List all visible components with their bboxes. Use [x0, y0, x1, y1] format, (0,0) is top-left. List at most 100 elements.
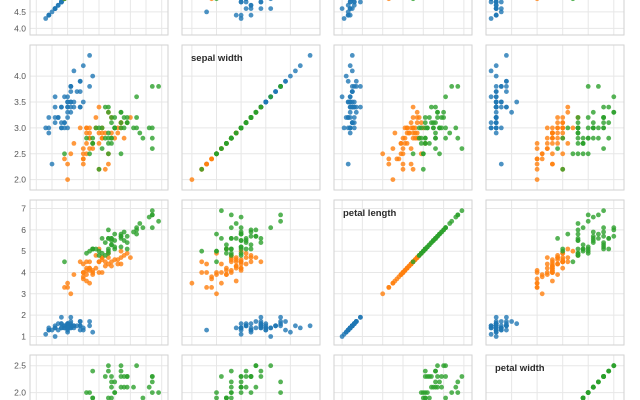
data-point-versicolor[interactable] [380, 151, 386, 157]
data-point-setosa[interactable] [504, 104, 509, 110]
data-point-setosa[interactable] [268, 6, 274, 11]
data-point-setosa[interactable] [349, 68, 355, 74]
data-point-virginica[interactable] [580, 135, 586, 141]
data-point-versicolor[interactable] [544, 265, 550, 271]
data-point-virginica[interactable] [439, 115, 444, 120]
data-point-virginica[interactable] [575, 227, 581, 233]
data-point-virginica[interactable] [453, 125, 459, 131]
data-point-versicolor[interactable] [209, 0, 214, 2]
data-point-setosa[interactable] [248, 325, 254, 331]
data-point-virginica[interactable] [118, 384, 124, 390]
data-point-virginica[interactable] [109, 379, 114, 385]
data-point-versicolor[interactable] [534, 276, 540, 282]
data-point-setosa[interactable] [62, 94, 67, 100]
data-point-virginica[interactable] [590, 125, 596, 131]
data-point-virginica[interactable] [238, 225, 244, 231]
data-point-virginica[interactable] [580, 151, 586, 157]
data-point-versicolor[interactable] [560, 130, 566, 136]
data-point-virginica[interactable] [258, 368, 264, 374]
data-point-virginica[interactable] [580, 242, 586, 248]
data-point-setosa[interactable] [87, 319, 92, 324]
data-point-virginica[interactable] [146, 384, 152, 390]
data-point-virginica[interactable] [118, 244, 124, 250]
data-point-setosa[interactable] [353, 109, 359, 115]
data-point-virginica[interactable] [102, 104, 108, 110]
data-point-setosa[interactable] [498, 99, 504, 105]
data-point-setosa[interactable] [297, 63, 303, 69]
data-point-virginica[interactable] [431, 125, 436, 131]
data-point-versicolor[interactable] [402, 135, 408, 141]
data-point-virginica[interactable] [601, 229, 606, 235]
data-point-versicolor[interactable] [555, 253, 560, 258]
data-point-setosa[interactable] [504, 323, 509, 329]
data-point-setosa[interactable] [273, 89, 278, 95]
data-point-virginica[interactable] [575, 238, 581, 243]
data-point-virginica[interactable] [278, 84, 283, 89]
data-point-versicolor[interactable] [555, 115, 560, 120]
data-point-virginica[interactable] [233, 130, 239, 136]
data-point-virginica[interactable] [425, 374, 430, 379]
data-point-versicolor[interactable] [118, 248, 124, 254]
data-point-virginica[interactable] [606, 246, 612, 252]
data-point-versicolor[interactable] [410, 115, 416, 120]
data-point-versicolor[interactable] [414, 120, 420, 126]
data-point-setosa[interactable] [514, 99, 520, 105]
data-point-virginica[interactable] [134, 94, 140, 100]
data-point-virginica[interactable] [102, 240, 108, 245]
data-point-virginica[interactable] [459, 146, 465, 151]
data-point-setosa[interactable] [488, 16, 494, 21]
data-point-virginica[interactable] [455, 212, 461, 218]
data-point-virginica[interactable] [149, 146, 155, 151]
data-point-virginica[interactable] [422, 368, 428, 374]
data-point-virginica[interactable] [137, 130, 143, 136]
data-point-setosa[interactable] [493, 109, 499, 115]
data-point-setosa[interactable] [351, 84, 357, 89]
data-point-setosa[interactable] [52, 115, 58, 120]
data-point-virginica[interactable] [238, 374, 244, 379]
data-point-versicolor[interactable] [62, 156, 67, 162]
data-point-versicolor[interactable] [544, 261, 550, 267]
data-point-virginica[interactable] [112, 231, 118, 237]
data-point-versicolor[interactable] [87, 268, 92, 273]
data-point-setosa[interactable] [358, 84, 363, 89]
data-point-setosa[interactable] [488, 68, 494, 74]
data-point-virginica[interactable] [268, 94, 274, 100]
data-point-versicolor[interactable] [539, 274, 545, 280]
data-point-setosa[interactable] [493, 314, 499, 320]
data-point-virginica[interactable] [124, 384, 130, 390]
data-point-setosa[interactable] [353, 78, 359, 84]
data-point-setosa[interactable] [493, 99, 499, 105]
data-point-setosa[interactable] [46, 130, 52, 136]
data-point-virginica[interactable] [427, 141, 432, 146]
data-point-virginica[interactable] [410, 151, 416, 157]
data-point-setosa[interactable] [46, 327, 52, 333]
data-point-setosa[interactable] [493, 73, 499, 79]
data-point-virginica[interactable] [585, 390, 591, 395]
data-point-versicolor[interactable] [565, 255, 571, 260]
data-point-virginica[interactable] [580, 395, 586, 400]
data-point-virginica[interactable] [243, 120, 249, 126]
data-point-virginica[interactable] [420, 395, 426, 400]
data-point-virginica[interactable] [62, 0, 67, 2]
data-point-setosa[interactable] [347, 125, 353, 131]
data-point-virginica[interactable] [278, 379, 283, 385]
data-point-versicolor[interactable] [560, 125, 566, 131]
data-point-setosa[interactable] [65, 109, 70, 115]
data-point-virginica[interactable] [601, 120, 606, 126]
data-point-setosa[interactable] [74, 323, 80, 329]
data-point-setosa[interactable] [80, 327, 86, 333]
data-point-virginica[interactable] [611, 233, 617, 239]
data-point-setosa[interactable] [65, 115, 70, 120]
data-point-versicolor[interactable] [243, 255, 249, 260]
data-point-versicolor[interactable] [80, 261, 86, 267]
data-point-versicolor[interactable] [204, 261, 210, 267]
data-point-versicolor[interactable] [118, 255, 124, 260]
data-point-virginica[interactable] [118, 151, 124, 157]
data-point-versicolor[interactable] [544, 270, 550, 275]
data-point-virginica[interactable] [590, 135, 596, 141]
data-point-setosa[interactable] [233, 325, 239, 331]
data-point-virginica[interactable] [84, 135, 89, 141]
data-point-setosa[interactable] [258, 6, 264, 11]
data-point-virginica[interactable] [124, 233, 130, 239]
data-point-versicolor[interactable] [565, 104, 571, 110]
